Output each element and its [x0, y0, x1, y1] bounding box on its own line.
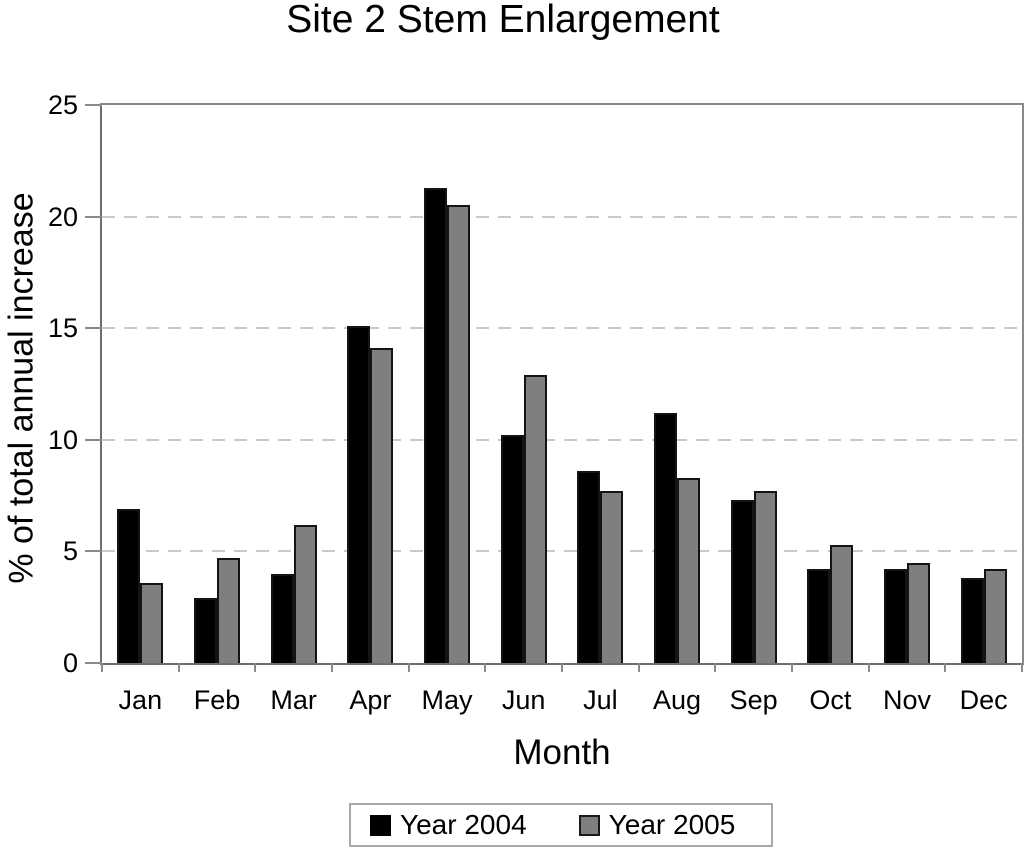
x-category-label-jul: Jul: [583, 685, 618, 715]
x-tick-11: [944, 663, 947, 672]
x-category-label-jun: Jun: [501, 685, 546, 715]
plot-area: Month 0 5 10 15 20 25 Jan Feb Mar Apr May Jun Jul Aug…: [48, 90, 1024, 772]
bar-year-2005-sep: [753, 491, 777, 663]
y-tick-label-5: 5: [62, 536, 78, 567]
y-tick-0: [85, 662, 102, 664]
y-tick-10: [85, 438, 102, 441]
legend-label-year-2004: Year 2004: [400, 809, 527, 840]
x-tick-3: [331, 663, 333, 672]
x-tick-10: [867, 663, 870, 672]
legend-swatch-year-2004-icon: [370, 814, 391, 836]
y-tick-label-0: 0: [62, 648, 78, 678]
x-tick-0: [101, 663, 103, 672]
bar-year-2005-jun: [523, 375, 547, 663]
x-category-label-apr: Apr: [349, 685, 392, 715]
x-category-label-sep: Sep: [729, 685, 778, 715]
bar-year-2004-may: [424, 188, 447, 663]
y-tick-label-15: 15: [47, 313, 78, 344]
legend: Year 2004 Year 2005: [349, 803, 773, 847]
bar-year-2004-apr: [347, 326, 371, 663]
x-tick-5: [484, 663, 487, 672]
gridline-y-10: [102, 438, 1022, 441]
x-tick-4: [407, 663, 410, 672]
x-tick-7: [637, 663, 640, 672]
x-category-label-feb: Feb: [193, 685, 241, 715]
y-tick-25: [85, 104, 102, 106]
y-tick-20: [85, 215, 102, 218]
bar-year-2005-may: [447, 205, 470, 663]
y-tick-label-25: 25: [47, 90, 78, 120]
gridline-y-15: [102, 327, 1022, 330]
y-tick-label-10: 10: [47, 424, 78, 455]
bar-year-2005-oct: [830, 545, 854, 663]
bar-year-2004-feb: [194, 598, 217, 663]
bar-year-2004-oct: [807, 569, 831, 663]
bar-year-2005-jul: [600, 491, 624, 663]
x-category-label-may: May: [421, 685, 473, 715]
bar-year-2004-jul: [577, 471, 601, 663]
bar-year-2004-aug: [654, 413, 677, 663]
x-tick-8: [714, 663, 717, 672]
bar-year-2005-dec: [983, 569, 1007, 663]
x-tick-9: [791, 663, 793, 672]
y-tick-15: [85, 327, 102, 330]
bar-year-2005-apr: [370, 348, 394, 663]
legend-entry-year-2004: Year 2004: [370, 809, 527, 841]
bar-year-2004-jan: [117, 509, 141, 663]
x-tick-2: [254, 663, 257, 672]
bar-year-2004-nov: [884, 569, 907, 663]
y-tick-5: [85, 550, 102, 553]
x-category-label-aug: Aug: [652, 685, 701, 715]
bar-year-2004-jun: [500, 435, 524, 663]
gridline-y-20: [102, 215, 1022, 218]
x-tick-6: [561, 663, 563, 672]
bar-year-2005-mar: [293, 525, 317, 663]
x-category-label-dec: Dec: [959, 685, 1008, 715]
bar-year-2004-sep: [730, 500, 754, 663]
bar-year-2005-aug: [677, 478, 700, 663]
bar-year-2005-nov: [907, 563, 930, 663]
bar-year-2004-dec: [960, 578, 984, 663]
x-category-label-jan: Jan: [118, 685, 163, 715]
y-axis-label: % of total annual increase: [2, 192, 41, 584]
bar-year-2005-feb: [217, 558, 240, 663]
legend-swatch-year-2005-icon: [578, 814, 600, 836]
x-category-label-mar: Mar: [270, 685, 317, 715]
x-tick-12: [1021, 663, 1023, 672]
x-tick-1: [177, 663, 180, 672]
x-axis-label: Month: [513, 733, 611, 772]
bar-year-2005-jan: [140, 583, 164, 663]
gridline-y-5: [102, 550, 1022, 553]
legend-label-year-2005: Year 2005: [608, 809, 736, 840]
chart-title: Site 2 Stem Enlargement: [286, 0, 720, 41]
bar-year-2004-mar: [270, 574, 294, 663]
y-tick-label-20: 20: [47, 201, 78, 232]
x-category-label-oct: Oct: [809, 685, 852, 715]
x-category-label-nov: Nov: [882, 685, 931, 715]
legend-entry-year-2005: Year 2005: [578, 809, 736, 841]
